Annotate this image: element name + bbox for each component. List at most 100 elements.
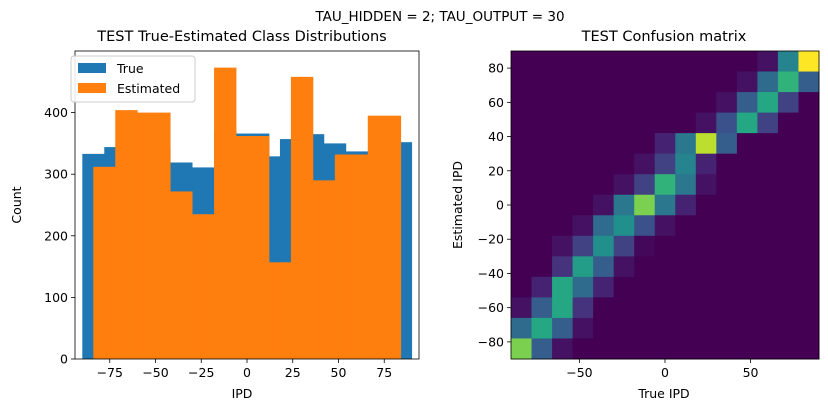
confusion-cell [798,71,820,93]
confusion-cell [531,317,553,339]
confusion-cell [716,133,738,155]
confusion-cell [798,51,820,73]
confusion-cell [552,174,574,196]
confusion-cell [552,51,574,73]
y-tick-label: 0 [496,198,504,213]
confusion-cell [736,174,758,196]
confusion-cell [634,194,656,216]
confusion-cell [798,153,820,175]
confusion-cell [654,317,676,339]
legend-swatch-estimated [78,83,106,93]
confusion-cell [736,153,758,175]
histogram-panel: TEST True-Estimated Class Distributions … [9,29,420,401]
confusion-cell [552,235,574,257]
confusion-cell [675,153,697,175]
confusion-cell [511,276,533,298]
confusion-cell [695,71,717,93]
confusion-cell [634,153,656,175]
true-bar [82,153,94,359]
confusion-cell [511,194,533,216]
confusion-cell [675,317,697,339]
confusion-cell [757,153,779,175]
histogram-x-label: IPD [232,386,253,401]
confusion-cell [777,317,799,339]
confusion-cell [531,51,553,73]
confusion-cell [613,276,635,298]
histogram-y-ticks: 0 100 200 300 400 [44,105,75,367]
legend: True Estimated [70,55,196,103]
legend-label-true: True [116,61,144,76]
confusion-x-label: True IPD [637,386,689,401]
confusion-cell [552,92,574,114]
confusion-cell [511,174,533,196]
confusion-cell [613,71,635,93]
confusion-cell [716,317,738,339]
confusion-cell [777,133,799,155]
confusion-cell [695,338,717,360]
figure-suptitle: TAU_HIDDEN = 2; TAU_OUTPUT = 30 [314,9,564,25]
confusion-cell [798,92,820,114]
estimated-bar [236,136,248,359]
y-tick-label: −80 [478,334,504,349]
confusion-cell [798,256,820,278]
confusion-cell [634,215,656,237]
confusion-cell [593,215,615,237]
confusion-cell [716,276,738,298]
confusion-cell [736,112,758,134]
confusion-cell [777,174,799,196]
confusion-cell [511,112,533,134]
confusion-y-ticks: −80 −60 −40 −20 0 20 40 60 80 [478,61,511,349]
confusion-cell [757,215,779,237]
estimated-bar [126,110,138,359]
y-tick-label: −40 [478,266,504,281]
legend-swatch-true [78,63,106,73]
confusion-cell [572,317,594,339]
confusion-cell [675,133,697,155]
confusion-cell [531,297,553,319]
confusion-axes-frame [510,50,820,360]
confusion-cell [552,112,574,134]
confusion-cell [654,235,676,257]
confusion-cell [593,133,615,155]
confusion-cell [511,133,533,155]
confusion-cell [613,338,635,360]
confusion-cell [572,51,594,73]
confusion-cell [736,297,758,319]
confusion-cell [757,276,779,298]
confusion-cell [675,112,697,134]
estimated-bar [203,214,215,359]
confusion-cell [777,276,799,298]
confusion-cell [716,51,738,73]
confusion-cell [736,51,758,73]
confusion-cell [552,338,574,360]
confusion-cell [531,276,553,298]
estimated-bar [279,262,292,359]
confusion-cell [634,338,656,360]
confusion-cell [572,92,594,114]
confusion-cell [654,71,676,93]
estimated-bar [367,115,380,360]
confusion-cell [593,174,615,196]
confusion-cell [777,256,799,278]
estimated-bar [345,154,358,359]
confusion-cell [695,215,717,237]
confusion-cell [531,71,553,93]
confusion-cell [552,153,574,175]
confusion-cell [593,71,615,93]
confusion-cell [675,51,697,73]
confusion-cell [572,215,594,237]
confusion-cell [716,153,738,175]
confusion-cell [716,71,738,93]
confusion-cell [777,112,799,134]
estimated-bar [312,180,325,359]
confusion-cell [572,297,594,319]
confusion-cell [572,276,594,298]
confusion-cell [654,51,676,73]
confusion-cell [695,153,717,175]
confusion-cell [675,215,697,237]
histogram-x-ticks: −75 −50 −25 0 25 50 75 [97,359,392,380]
confusion-cell [777,338,799,360]
confusion-cell [531,215,553,237]
confusion-cell [757,297,779,319]
confusion-cell [777,194,799,216]
